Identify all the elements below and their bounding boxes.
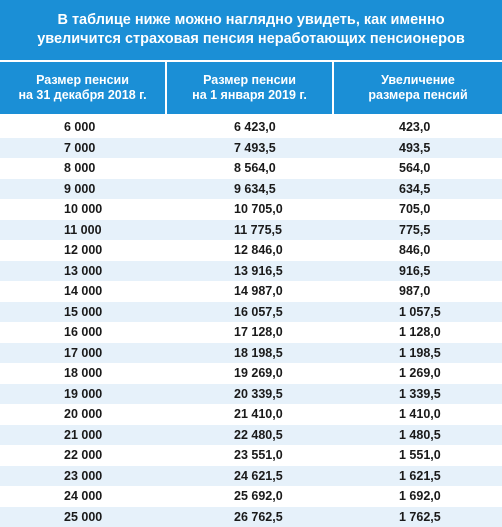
cell-pension-2019: 16 057,5 <box>167 305 334 319</box>
cell-pension-2018: 7 000 <box>0 141 167 155</box>
cell-increase: 1 692,0 <box>334 489 502 503</box>
cell-pension-2018: 10 000 <box>0 202 167 216</box>
title-line-1: В таблице ниже можно наглядно увидеть, к… <box>57 11 444 30</box>
cell-pension-2019: 7 493,5 <box>167 141 334 155</box>
cell-increase: 564,0 <box>334 161 502 175</box>
cell-increase: 916,5 <box>334 264 502 278</box>
column-header-label: Размер пенсии <box>36 73 129 88</box>
cell-increase: 634,5 <box>334 182 502 196</box>
cell-pension-2018: 17 000 <box>0 346 167 360</box>
cell-pension-2018: 21 000 <box>0 428 167 442</box>
cell-increase: 705,0 <box>334 202 502 216</box>
cell-increase: 1 410,0 <box>334 407 502 421</box>
cell-pension-2019: 12 846,0 <box>167 243 334 257</box>
cell-increase: 1 128,0 <box>334 325 502 339</box>
cell-pension-2019: 8 564,0 <box>167 161 334 175</box>
cell-pension-2019: 24 621,5 <box>167 469 334 483</box>
column-header-label: размера пенсий <box>368 88 467 103</box>
cell-increase: 1 621,5 <box>334 469 502 483</box>
cell-pension-2019: 21 410,0 <box>167 407 334 421</box>
cell-pension-2018: 23 000 <box>0 469 167 483</box>
cell-increase: 775,5 <box>334 223 502 237</box>
cell-pension-2019: 17 128,0 <box>167 325 334 339</box>
column-header-label: на 1 января 2019 г. <box>192 88 307 103</box>
cell-pension-2019: 25 692,0 <box>167 489 334 503</box>
cell-pension-2018: 20 000 <box>0 407 167 421</box>
cell-pension-2019: 9 634,5 <box>167 182 334 196</box>
column-header-increase: Увеличение размера пенсий <box>334 62 502 114</box>
cell-pension-2018: 18 000 <box>0 366 167 380</box>
cell-pension-2018: 14 000 <box>0 284 167 298</box>
cell-pension-2018: 9 000 <box>0 182 167 196</box>
cell-pension-2018: 8 000 <box>0 161 167 175</box>
cell-pension-2018: 12 000 <box>0 243 167 257</box>
title-line-2: увеличится страховая пенсия неработающих… <box>37 30 465 49</box>
column-header-label: Увеличение <box>381 73 455 88</box>
cell-increase: 846,0 <box>334 243 502 257</box>
cell-increase: 1 551,0 <box>334 448 502 462</box>
pension-table-document: В таблице ниже можно наглядно увидеть, к… <box>0 0 502 515</box>
cell-increase: 1 269,0 <box>334 366 502 380</box>
cell-pension-2019: 11 775,5 <box>167 223 334 237</box>
cell-pension-2018: 6 000 <box>0 120 167 134</box>
cell-increase: 987,0 <box>334 284 502 298</box>
cell-pension-2019: 22 480,5 <box>167 428 334 442</box>
cell-pension-2019: 14 987,0 <box>167 284 334 298</box>
cell-pension-2019: 10 705,0 <box>167 202 334 216</box>
cell-increase: 1 480,5 <box>334 428 502 442</box>
cell-pension-2019: 6 423,0 <box>167 120 334 134</box>
cell-pension-2018: 24 000 <box>0 489 167 503</box>
cell-pension-2018: 16 000 <box>0 325 167 339</box>
cell-pension-2018: 11 000 <box>0 223 167 237</box>
cell-increase: 493,5 <box>334 141 502 155</box>
cell-increase: 1 339,5 <box>334 387 502 401</box>
cell-pension-2019: 23 551,0 <box>167 448 334 462</box>
cell-pension-2018: 19 000 <box>0 387 167 401</box>
table-header: Размер пенсии на 31 декабря 2018 г. Разм… <box>0 62 502 114</box>
column-header-pension-2018: Размер пенсии на 31 декабря 2018 г. <box>0 62 167 114</box>
cell-pension-2018: 13 000 <box>0 264 167 278</box>
column-header-label: Размер пенсии <box>203 73 296 88</box>
cell-pension-2018: 25 000 <box>0 510 167 524</box>
column-header-label: на 31 декабря 2018 г. <box>18 88 146 103</box>
cell-increase: 1 057,5 <box>334 305 502 319</box>
cell-increase: 1 762,5 <box>334 510 502 524</box>
cell-pension-2019: 19 269,0 <box>167 366 334 380</box>
cell-pension-2019: 18 198,5 <box>167 346 334 360</box>
column-header-pension-2019: Размер пенсии на 1 января 2019 г. <box>167 62 334 114</box>
table-title: В таблице ниже можно наглядно увидеть, к… <box>0 0 502 60</box>
cell-increase: 1 198,5 <box>334 346 502 360</box>
cell-pension-2018: 22 000 <box>0 448 167 462</box>
cell-pension-2019: 13 916,5 <box>167 264 334 278</box>
cell-pension-2018: 15 000 <box>0 305 167 319</box>
cell-pension-2019: 26 762,5 <box>167 510 334 524</box>
cell-pension-2019: 20 339,5 <box>167 387 334 401</box>
cell-increase: 423,0 <box>334 120 502 134</box>
